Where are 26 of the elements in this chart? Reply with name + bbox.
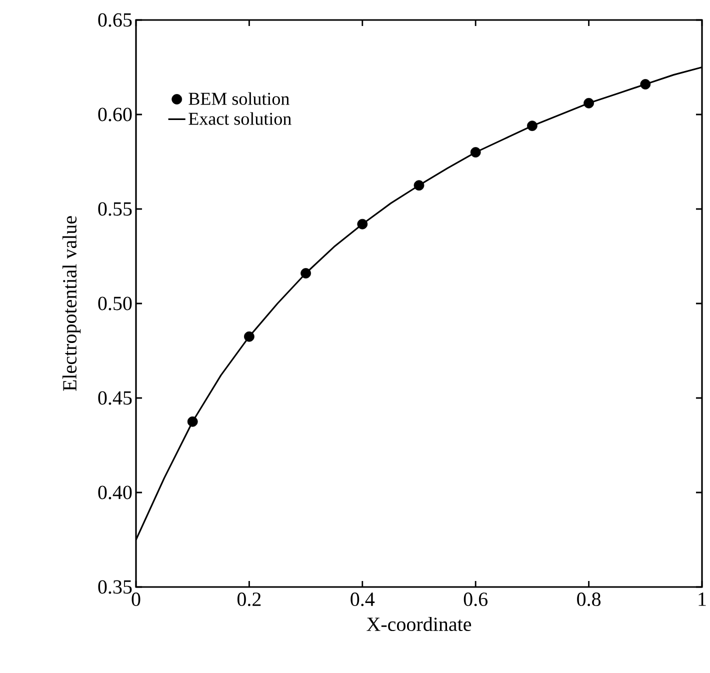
y-tick-label: 0.45 <box>98 391 132 405</box>
x-tick-label: 0.8 <box>577 592 601 606</box>
point <box>187 416 198 427</box>
point <box>244 331 254 342</box>
point <box>414 180 424 191</box>
legend-label: Exact solution <box>188 112 292 125</box>
y-tick-label: 0.60 <box>98 108 132 122</box>
point <box>527 120 538 132</box>
x-tick-label: 0.4 <box>350 592 375 606</box>
y-tick-label: 0.35 <box>98 580 132 594</box>
point <box>640 79 651 90</box>
x-tick-label: 1 <box>698 592 706 606</box>
y-tick-label: 0.40 <box>98 486 132 500</box>
x-tick-label: 0 <box>132 592 140 606</box>
x-tick-label: 0.2 <box>237 592 261 606</box>
x-tick-label: 0.6 <box>464 592 488 606</box>
x-axis-title: X-coordinate <box>366 616 472 632</box>
y-tick-label: 0.55 <box>98 202 132 216</box>
point <box>470 147 481 158</box>
legend-label: BEM solution <box>188 92 290 105</box>
y-axis-title: Electropotential value <box>62 216 81 391</box>
y-tick-label: 0.50 <box>98 296 132 310</box>
point <box>584 98 594 108</box>
point <box>357 218 368 230</box>
point <box>300 268 311 278</box>
y-tick-label: 0.65 <box>98 13 132 27</box>
